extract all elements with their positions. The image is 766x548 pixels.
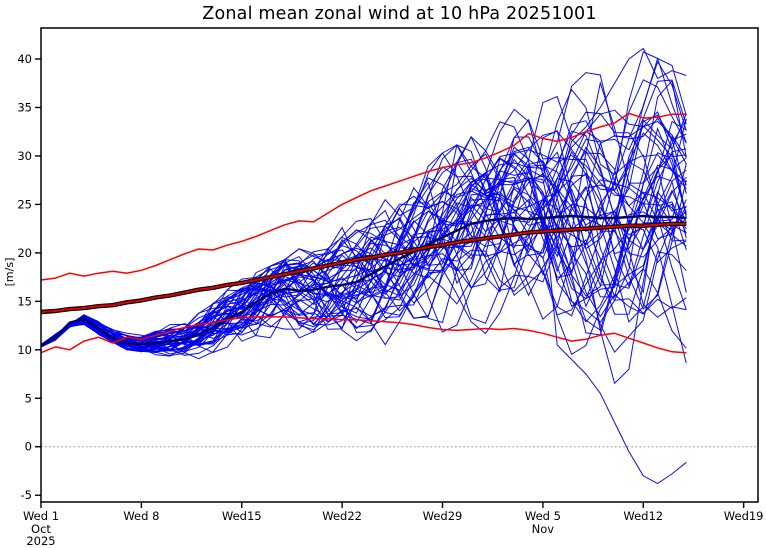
x-tick-label: Wed 1 xyxy=(23,509,59,523)
y-tick-label: 5 xyxy=(25,391,32,405)
climatology-lower-line xyxy=(40,316,687,354)
ensemble-member-line xyxy=(40,126,687,354)
y-tick-label: 30 xyxy=(17,149,32,163)
x-tick-label: Wed 8 xyxy=(123,509,159,523)
y-tick-label: 40 xyxy=(17,52,32,66)
x-tick-sublabel: Oct xyxy=(31,522,51,536)
ensemble-member-line xyxy=(40,138,687,356)
ensemble-member-line xyxy=(40,176,687,352)
ensemble-member-line xyxy=(40,117,687,348)
ensemble-member-line xyxy=(40,130,687,348)
y-tick-label: 35 xyxy=(17,100,32,114)
x-tick-label: Wed 5 xyxy=(525,509,561,523)
chart-title: Zonal mean zonal wind at 10 hPa 20251001 xyxy=(202,4,597,24)
ensemble-member-line xyxy=(40,173,687,352)
ensemble-member-line xyxy=(40,178,687,352)
ensemble-member-line xyxy=(40,177,687,351)
ensemble-member-line xyxy=(40,151,687,347)
x-tick-label: Wed29 xyxy=(423,509,463,523)
y-tick-label: 0 xyxy=(25,440,32,454)
ensemble-member-line xyxy=(40,57,687,352)
x-tick-label: Wed22 xyxy=(322,509,362,523)
y-tick-label: 20 xyxy=(17,246,32,260)
y-tick-label: 15 xyxy=(17,294,32,308)
ensemble-member-line xyxy=(40,113,687,351)
ensemble-member-line xyxy=(40,125,687,353)
climatology-mean-line xyxy=(40,222,687,314)
x-tick-label: Wed19 xyxy=(724,509,764,523)
y-axis: -5 0 5 10 15 20 25 30 35 40 xyxy=(17,52,41,502)
ensemble-member-line xyxy=(40,132,687,348)
x-tick-label: Wed15 xyxy=(222,509,262,523)
y-tick-label: -5 xyxy=(21,488,32,502)
ensemble-member-line xyxy=(40,152,687,351)
y-axis-unit-label: [m/s] xyxy=(3,258,16,287)
x-tick-label: Wed12 xyxy=(623,509,663,523)
plot-frame xyxy=(40,27,759,503)
climatology-upper-line xyxy=(40,112,687,281)
ensemble-member-line xyxy=(40,79,687,353)
ensemble-member-line xyxy=(40,79,687,347)
ensemble-members xyxy=(40,47,687,485)
ensemble-member-line xyxy=(40,175,687,353)
ensemble-member-line xyxy=(40,118,687,347)
x-tick-sublabel: Nov xyxy=(532,522,555,536)
ensemble-member-line xyxy=(40,157,687,352)
ensemble-member-line xyxy=(40,60,687,347)
x-tick-sublabel: 2025 xyxy=(26,534,55,548)
y-tick-label: 10 xyxy=(17,343,32,357)
y-tick-label: 25 xyxy=(17,197,32,211)
ensemble-mean-line xyxy=(40,214,687,347)
